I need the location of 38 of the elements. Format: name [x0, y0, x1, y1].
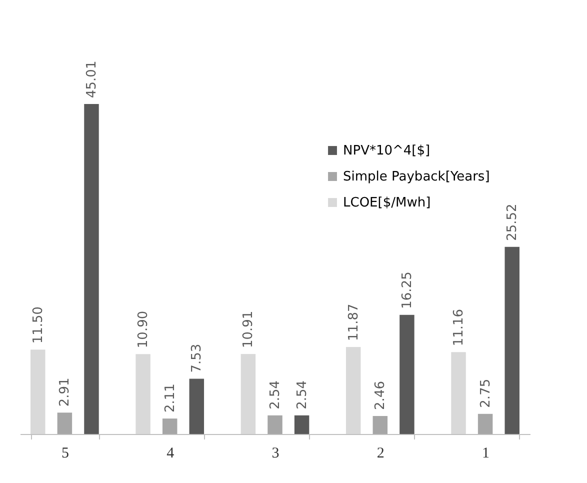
bar — [478, 414, 493, 434]
data-label: 45.01 — [84, 60, 100, 98]
data-label: 11.87 — [346, 304, 362, 341]
x-tick-label: 2 — [376, 446, 384, 462]
bar — [372, 416, 388, 434]
bar — [240, 354, 256, 434]
data-label: 2.54 — [294, 380, 310, 410]
data-label: 25.52 — [505, 204, 520, 241]
data-label: 10.91 — [241, 310, 256, 348]
data-label: 10.90 — [136, 310, 152, 348]
bar — [162, 418, 178, 434]
bar — [451, 352, 466, 434]
data-label: 7.53 — [190, 344, 205, 373]
data-label: 11.50 — [30, 306, 46, 344]
bar — [136, 354, 150, 434]
bar — [346, 346, 361, 434]
bar — [30, 350, 46, 434]
bar — [400, 314, 414, 434]
bar — [57, 412, 72, 434]
legend-label: NPV*10^4[$] — [343, 144, 430, 158]
x-tick-label: 3 — [272, 446, 280, 462]
bar — [189, 378, 204, 434]
bar — [504, 246, 520, 434]
x-tick-label: 1 — [482, 446, 490, 462]
x-tick-label: 5 — [61, 446, 69, 462]
data-label: 2.75 — [478, 378, 494, 408]
x-tick-label: 4 — [166, 446, 175, 462]
bar — [268, 415, 282, 434]
data-label: 2.46 — [373, 381, 388, 410]
bar — [294, 415, 310, 434]
data-label: 2.11 — [162, 384, 178, 413]
data-label: 2.91 — [58, 378, 73, 407]
legend-label: LCOE[$/Mwh] — [343, 196, 431, 210]
bar — [84, 104, 99, 434]
data-label: 2.54 — [268, 380, 283, 410]
legend-label: Simple Payback[Years] — [343, 170, 490, 184]
data-label: 16.25 — [400, 272, 415, 309]
data-label: 11.16 — [452, 308, 467, 346]
